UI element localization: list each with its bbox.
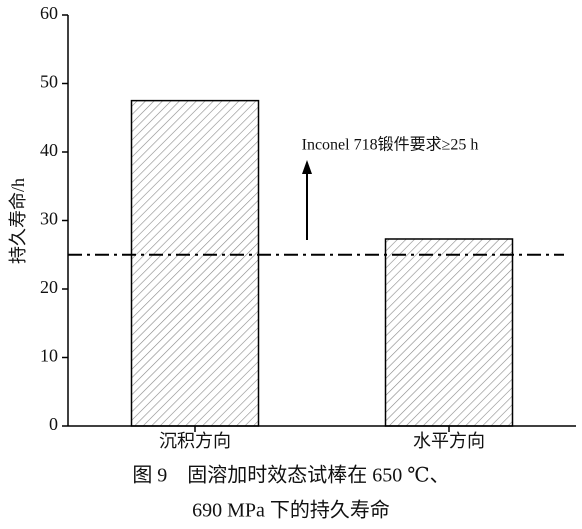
y-tick-label: 40 xyxy=(40,140,58,160)
x-tick-label: 沉积方向 xyxy=(159,431,231,451)
y-tick-label: 10 xyxy=(40,346,58,366)
bar xyxy=(130,99,260,427)
caption-line: 690 MPa 下的持久寿命 xyxy=(192,499,390,522)
y-tick-label: 50 xyxy=(40,72,58,92)
y-tick-label: 30 xyxy=(40,209,58,229)
y-tick-label: 20 xyxy=(40,277,58,297)
annotation: Inconel 718锻件要求≥25 h xyxy=(302,136,479,154)
caption-line: 图 9 固溶加时效态试棒在 650 ℃、 xyxy=(132,464,449,487)
y-tick-label: 0 xyxy=(49,414,58,434)
x-tick-label: 水平方向 xyxy=(413,431,485,451)
y-tick-label: 60 xyxy=(40,3,58,23)
bar xyxy=(384,238,514,427)
y-axis-label: 持久寿命/h xyxy=(8,178,28,264)
arrow-head xyxy=(302,160,312,174)
